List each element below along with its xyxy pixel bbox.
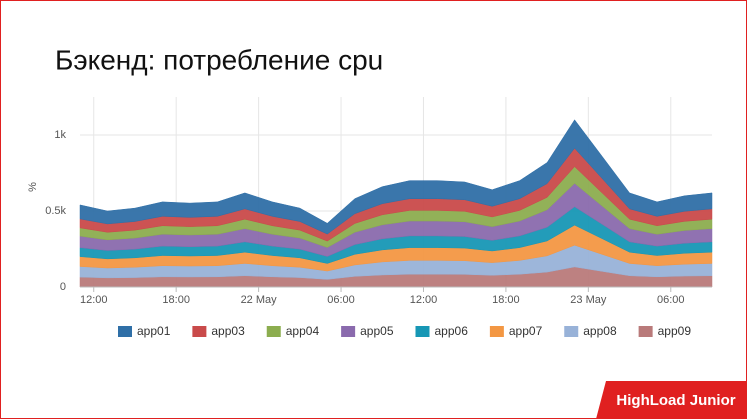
x-tick-label: 06:00 — [657, 294, 685, 306]
legend-label: app05 — [360, 324, 394, 338]
legend: app01 app03 app04 app05 app06 app07 app08 app09 — [118, 324, 691, 338]
y-tick-label: 1k — [54, 129, 66, 141]
legend-swatch — [192, 326, 207, 337]
legend-label: app06 — [435, 324, 469, 338]
legend-label: app09 — [658, 324, 692, 338]
area — [79, 119, 713, 235]
brand-banner — [596, 381, 747, 419]
x-tick-label: 18:00 — [492, 294, 520, 306]
legend-label: app03 — [211, 324, 245, 338]
slide-title: Бэкенд: потребление cpu — [55, 44, 383, 75]
x-tick-label: 06:00 — [327, 294, 355, 306]
legend-swatch — [489, 326, 504, 337]
y-axis-label: % — [27, 182, 39, 192]
legend-swatch — [564, 326, 579, 337]
x-tick-label: 12:00 — [410, 294, 438, 306]
areas — [79, 119, 713, 288]
legend-label: app07 — [509, 324, 543, 338]
x-tick-label: 22 May — [241, 294, 278, 306]
legend-swatch — [415, 326, 430, 337]
legend-label: app04 — [286, 324, 320, 338]
x-tick-label: 12:00 — [80, 294, 108, 306]
legend-swatch — [341, 326, 356, 337]
legend-label: app01 — [137, 324, 171, 338]
legend-swatch — [638, 326, 653, 337]
x-tick-label: 18:00 — [162, 294, 190, 306]
y-tick-label: 0.5k — [45, 205, 66, 217]
legend-swatch — [118, 326, 132, 337]
legend-swatch — [266, 326, 281, 337]
y-tick-label: 0 — [60, 281, 66, 293]
x-tick-label: 23 May — [570, 294, 607, 306]
brand: HighLoad Junior — [616, 392, 735, 409]
axes: 0 0.5k 1k 12:00 18:00 22 May 06:00 12:00 18:00 23… — [45, 129, 712, 306]
legend-label: app08 — [583, 324, 617, 338]
